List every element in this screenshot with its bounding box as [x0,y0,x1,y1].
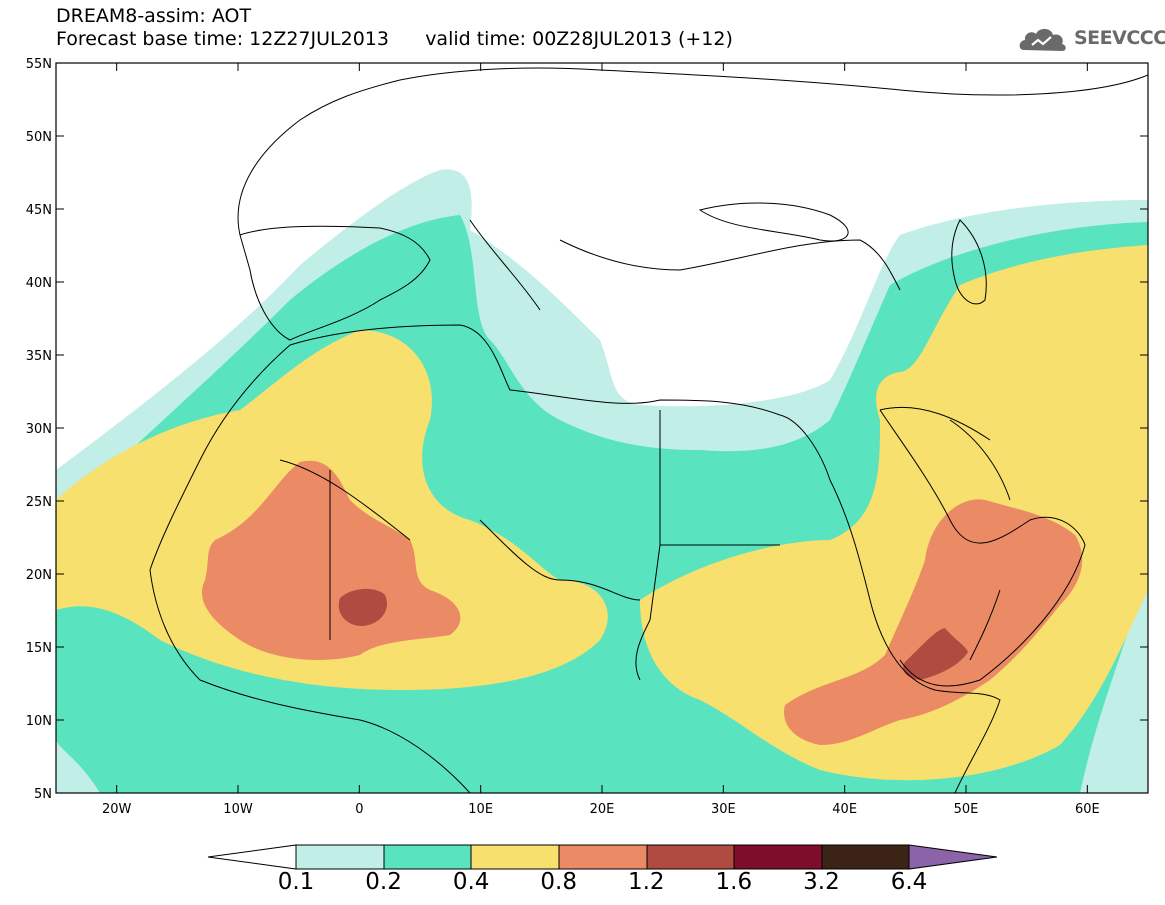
aot-contours [56,63,1148,793]
lon-tick-label: 0 [355,802,363,817]
coastline-west-africa [149,344,471,793]
lat-tick-label: 30N [26,422,52,437]
coastline-black-sea [698,202,849,242]
colorbar-label: 0.8 [540,869,577,895]
coastline-balkans-turkey [559,239,901,291]
aot-band-0.8-1.2-west [201,460,461,660]
lat-tick-label: 10N [26,714,52,729]
coastline-iberia [239,225,431,341]
lat-tick-label: 40N [26,276,52,291]
colorbar-label: 6.4 [890,869,928,895]
lon-axis: 20W 10W 0 10E 20E 30E 40E 50E 60E [102,63,1100,817]
lon-tick-label: 10E [468,802,493,817]
colorbar-label: 0.1 [277,869,315,895]
colorbar-swatch-1.6-3.2 [733,844,823,870]
lon-tick-label: 20E [590,802,615,817]
colorbar-label: 1.6 [715,869,753,895]
coastline-east-africa [829,479,1001,793]
border-algeria-mali [279,459,411,640]
logo-text: SEEVCCC [1074,27,1165,49]
coastline-europe [237,67,1148,236]
coastline-arabia [879,409,1086,687]
colorbar-label: 0.2 [365,869,402,895]
coastline-caspian [951,219,987,305]
lat-tick-label: 20N [26,568,52,583]
lat-tick-label: 25N [26,495,52,510]
lat-tick-label: 45N [26,203,52,218]
cloud-icon [1019,28,1066,51]
aot-band-1.2-1.6-west [338,588,388,626]
colorbar-max-arrow [908,844,998,870]
border-niger-chad [479,519,641,601]
lon-tick-label: 30E [711,802,736,817]
colorbar-label: 3.2 [803,869,840,895]
coastline-italy [469,219,541,311]
colorbar-swatch-3.2-6.4 [821,844,910,870]
lon-tick-label: 20W [102,802,132,817]
colorbar-swatch-0.2-0.4 [383,844,472,870]
lat-tick-label: 50N [26,130,52,145]
colorbar-label: 0.4 [452,869,490,895]
colorbar-swatch-1.2-1.6 [646,844,735,870]
lat-axis: 55N 50N 45N 40N 35N 30N 25N 20N 15N 10N 5N [26,57,1148,802]
lat-tick-label: 55N [26,57,52,72]
colorbar-label: 1.2 [627,869,665,895]
lat-tick-label: 35N [26,349,52,364]
lon-tick-label: 50E [954,802,979,817]
coastlines-and-borders [149,67,1148,793]
aot-band-0.8-1.2-east [784,499,1083,745]
colorbar-min-arrow [207,844,297,870]
aot-band-1.2-1.6-east [903,628,968,680]
colorbar-swatch-0.1-0.2 [295,844,385,870]
border-sudan [635,544,661,681]
colorbar [207,844,998,870]
lon-tick-label: 10W [223,802,253,817]
lat-tick-label: 5N [34,787,52,802]
colorbar-swatch-0.4-0.8 [470,844,560,870]
coastline-north-africa [289,324,831,481]
title-line-2: Forecast base time: 12Z27JUL2013 valid t… [56,28,733,50]
lon-tick-label: 60E [1075,802,1100,817]
coastline-persian-gulf [949,419,1011,501]
colorbar-swatch-0.8-1.2 [558,844,648,870]
seevccc-logo: SEEVCCC [1018,24,1165,54]
title-line-1: DREAM8-assim: AOT [56,5,252,27]
lat-tick-label: 15N [26,641,52,656]
lon-tick-label: 40E [832,802,857,817]
border-saudi-arabia [879,406,1001,661]
